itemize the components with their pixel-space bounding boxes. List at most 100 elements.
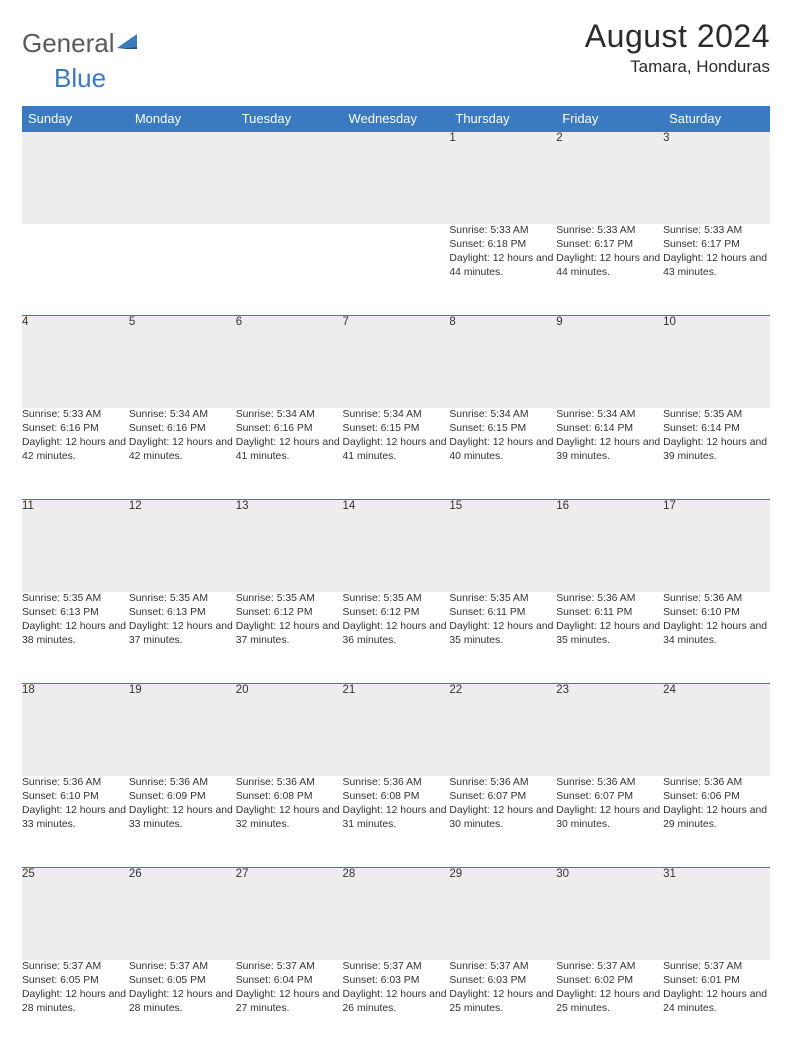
day-number-row: 123 — [22, 132, 770, 224]
logo-text-2: Blue — [54, 63, 106, 93]
day-content-cell: Sunrise: 5:36 AMSunset: 6:07 PMDaylight:… — [556, 776, 663, 868]
day-content-cell: Sunrise: 5:36 AMSunset: 6:09 PMDaylight:… — [129, 776, 236, 868]
day-number-cell: 24 — [663, 684, 770, 776]
day-number-cell — [236, 132, 343, 224]
day-content-cell: Sunrise: 5:34 AMSunset: 6:16 PMDaylight:… — [129, 408, 236, 500]
day-content-cell: Sunrise: 5:37 AMSunset: 6:05 PMDaylight:… — [22, 960, 129, 1052]
day-number-cell: 3 — [663, 132, 770, 224]
day-number-cell: 18 — [22, 684, 129, 776]
daylight-line: Daylight: 12 hours and 42 minutes. — [129, 436, 236, 464]
day-content-cell: Sunrise: 5:35 AMSunset: 6:12 PMDaylight:… — [343, 592, 450, 684]
sunrise-line: Sunrise: 5:37 AM — [663, 960, 770, 974]
day-header: Saturday — [663, 106, 770, 132]
daylight-line: Daylight: 12 hours and 39 minutes. — [663, 436, 770, 464]
day-number-cell: 22 — [449, 684, 556, 776]
day-content-cell: Sunrise: 5:37 AMSunset: 6:03 PMDaylight:… — [449, 960, 556, 1052]
sunset-line: Sunset: 6:17 PM — [663, 238, 770, 252]
day-content-cell — [236, 224, 343, 316]
day-number-cell: 21 — [343, 684, 450, 776]
day-number-row: 25262728293031 — [22, 868, 770, 960]
sunrise-line: Sunrise: 5:36 AM — [449, 776, 556, 790]
day-content-cell: Sunrise: 5:37 AMSunset: 6:05 PMDaylight:… — [129, 960, 236, 1052]
day-content-cell — [343, 224, 450, 316]
sunset-line: Sunset: 6:08 PM — [236, 790, 343, 804]
sunrise-line: Sunrise: 5:34 AM — [556, 408, 663, 422]
day-number-row: 18192021222324 — [22, 684, 770, 776]
calendar-table: Sunday Monday Tuesday Wednesday Thursday… — [22, 106, 770, 1052]
day-number-cell: 29 — [449, 868, 556, 960]
sunset-line: Sunset: 6:07 PM — [449, 790, 556, 804]
daylight-line: Daylight: 12 hours and 42 minutes. — [22, 436, 129, 464]
daylight-line: Daylight: 12 hours and 38 minutes. — [22, 620, 129, 648]
day-content-cell: Sunrise: 5:35 AMSunset: 6:14 PMDaylight:… — [663, 408, 770, 500]
daylight-line: Daylight: 12 hours and 30 minutes. — [449, 804, 556, 832]
sunset-line: Sunset: 6:13 PM — [22, 606, 129, 620]
sunrise-line: Sunrise: 5:33 AM — [22, 408, 129, 422]
sunrise-line: Sunrise: 5:37 AM — [449, 960, 556, 974]
day-number-cell: 19 — [129, 684, 236, 776]
daylight-line: Daylight: 12 hours and 26 minutes. — [343, 988, 450, 1016]
sunset-line: Sunset: 6:16 PM — [22, 422, 129, 436]
day-content-cell: Sunrise: 5:35 AMSunset: 6:13 PMDaylight:… — [22, 592, 129, 684]
day-content-cell: Sunrise: 5:36 AMSunset: 6:07 PMDaylight:… — [449, 776, 556, 868]
sunset-line: Sunset: 6:10 PM — [663, 606, 770, 620]
month-title: August 2024 — [585, 18, 770, 55]
day-number-cell: 30 — [556, 868, 663, 960]
sunset-line: Sunset: 6:16 PM — [129, 422, 236, 436]
day-content-row: Sunrise: 5:37 AMSunset: 6:05 PMDaylight:… — [22, 960, 770, 1052]
daylight-line: Daylight: 12 hours and 44 minutes. — [449, 252, 556, 280]
day-header: Thursday — [449, 106, 556, 132]
daylight-line: Daylight: 12 hours and 44 minutes. — [556, 252, 663, 280]
day-number-cell: 10 — [663, 316, 770, 408]
day-header: Wednesday — [343, 106, 450, 132]
daylight-line: Daylight: 12 hours and 28 minutes. — [129, 988, 236, 1016]
day-content-row: Sunrise: 5:36 AMSunset: 6:10 PMDaylight:… — [22, 776, 770, 868]
day-number-cell: 25 — [22, 868, 129, 960]
day-number-cell: 27 — [236, 868, 343, 960]
day-content-cell: Sunrise: 5:37 AMSunset: 6:02 PMDaylight:… — [556, 960, 663, 1052]
daylight-line: Daylight: 12 hours and 41 minutes. — [236, 436, 343, 464]
day-number-cell: 15 — [449, 500, 556, 592]
sunrise-line: Sunrise: 5:34 AM — [449, 408, 556, 422]
sunrise-line: Sunrise: 5:35 AM — [236, 592, 343, 606]
sunset-line: Sunset: 6:15 PM — [343, 422, 450, 436]
sunset-line: Sunset: 6:11 PM — [556, 606, 663, 620]
day-number-cell: 13 — [236, 500, 343, 592]
day-content-cell: Sunrise: 5:35 AMSunset: 6:13 PMDaylight:… — [129, 592, 236, 684]
location: Tamara, Honduras — [585, 57, 770, 77]
daylight-line: Daylight: 12 hours and 40 minutes. — [449, 436, 556, 464]
sunrise-line: Sunrise: 5:37 AM — [129, 960, 236, 974]
sunrise-line: Sunrise: 5:37 AM — [236, 960, 343, 974]
day-number-cell: 4 — [22, 316, 129, 408]
sunset-line: Sunset: 6:18 PM — [449, 238, 556, 252]
sunrise-line: Sunrise: 5:37 AM — [343, 960, 450, 974]
sunset-line: Sunset: 6:17 PM — [556, 238, 663, 252]
sunrise-line: Sunrise: 5:34 AM — [129, 408, 236, 422]
day-content-cell: Sunrise: 5:36 AMSunset: 6:10 PMDaylight:… — [663, 592, 770, 684]
day-number-cell: 20 — [236, 684, 343, 776]
day-content-cell: Sunrise: 5:34 AMSunset: 6:15 PMDaylight:… — [449, 408, 556, 500]
day-number-cell: 11 — [22, 500, 129, 592]
day-content-cell: Sunrise: 5:36 AMSunset: 6:11 PMDaylight:… — [556, 592, 663, 684]
sunrise-line: Sunrise: 5:34 AM — [236, 408, 343, 422]
sunrise-line: Sunrise: 5:33 AM — [663, 224, 770, 238]
sunset-line: Sunset: 6:11 PM — [449, 606, 556, 620]
sunset-line: Sunset: 6:14 PM — [556, 422, 663, 436]
sunrise-line: Sunrise: 5:36 AM — [663, 776, 770, 790]
daylight-line: Daylight: 12 hours and 25 minutes. — [449, 988, 556, 1016]
day-number-cell — [129, 132, 236, 224]
day-number-cell: 2 — [556, 132, 663, 224]
sunset-line: Sunset: 6:08 PM — [343, 790, 450, 804]
day-content-cell: Sunrise: 5:33 AMSunset: 6:16 PMDaylight:… — [22, 408, 129, 500]
day-content-cell: Sunrise: 5:34 AMSunset: 6:15 PMDaylight:… — [343, 408, 450, 500]
daylight-line: Daylight: 12 hours and 34 minutes. — [663, 620, 770, 648]
day-header-row: Sunday Monday Tuesday Wednesday Thursday… — [22, 106, 770, 132]
sunset-line: Sunset: 6:05 PM — [129, 974, 236, 988]
daylight-line: Daylight: 12 hours and 41 minutes. — [343, 436, 450, 464]
sunset-line: Sunset: 6:06 PM — [663, 790, 770, 804]
sunrise-line: Sunrise: 5:36 AM — [556, 776, 663, 790]
sunset-line: Sunset: 6:05 PM — [22, 974, 129, 988]
daylight-line: Daylight: 12 hours and 43 minutes. — [663, 252, 770, 280]
sunset-line: Sunset: 6:12 PM — [343, 606, 450, 620]
daylight-line: Daylight: 12 hours and 30 minutes. — [556, 804, 663, 832]
